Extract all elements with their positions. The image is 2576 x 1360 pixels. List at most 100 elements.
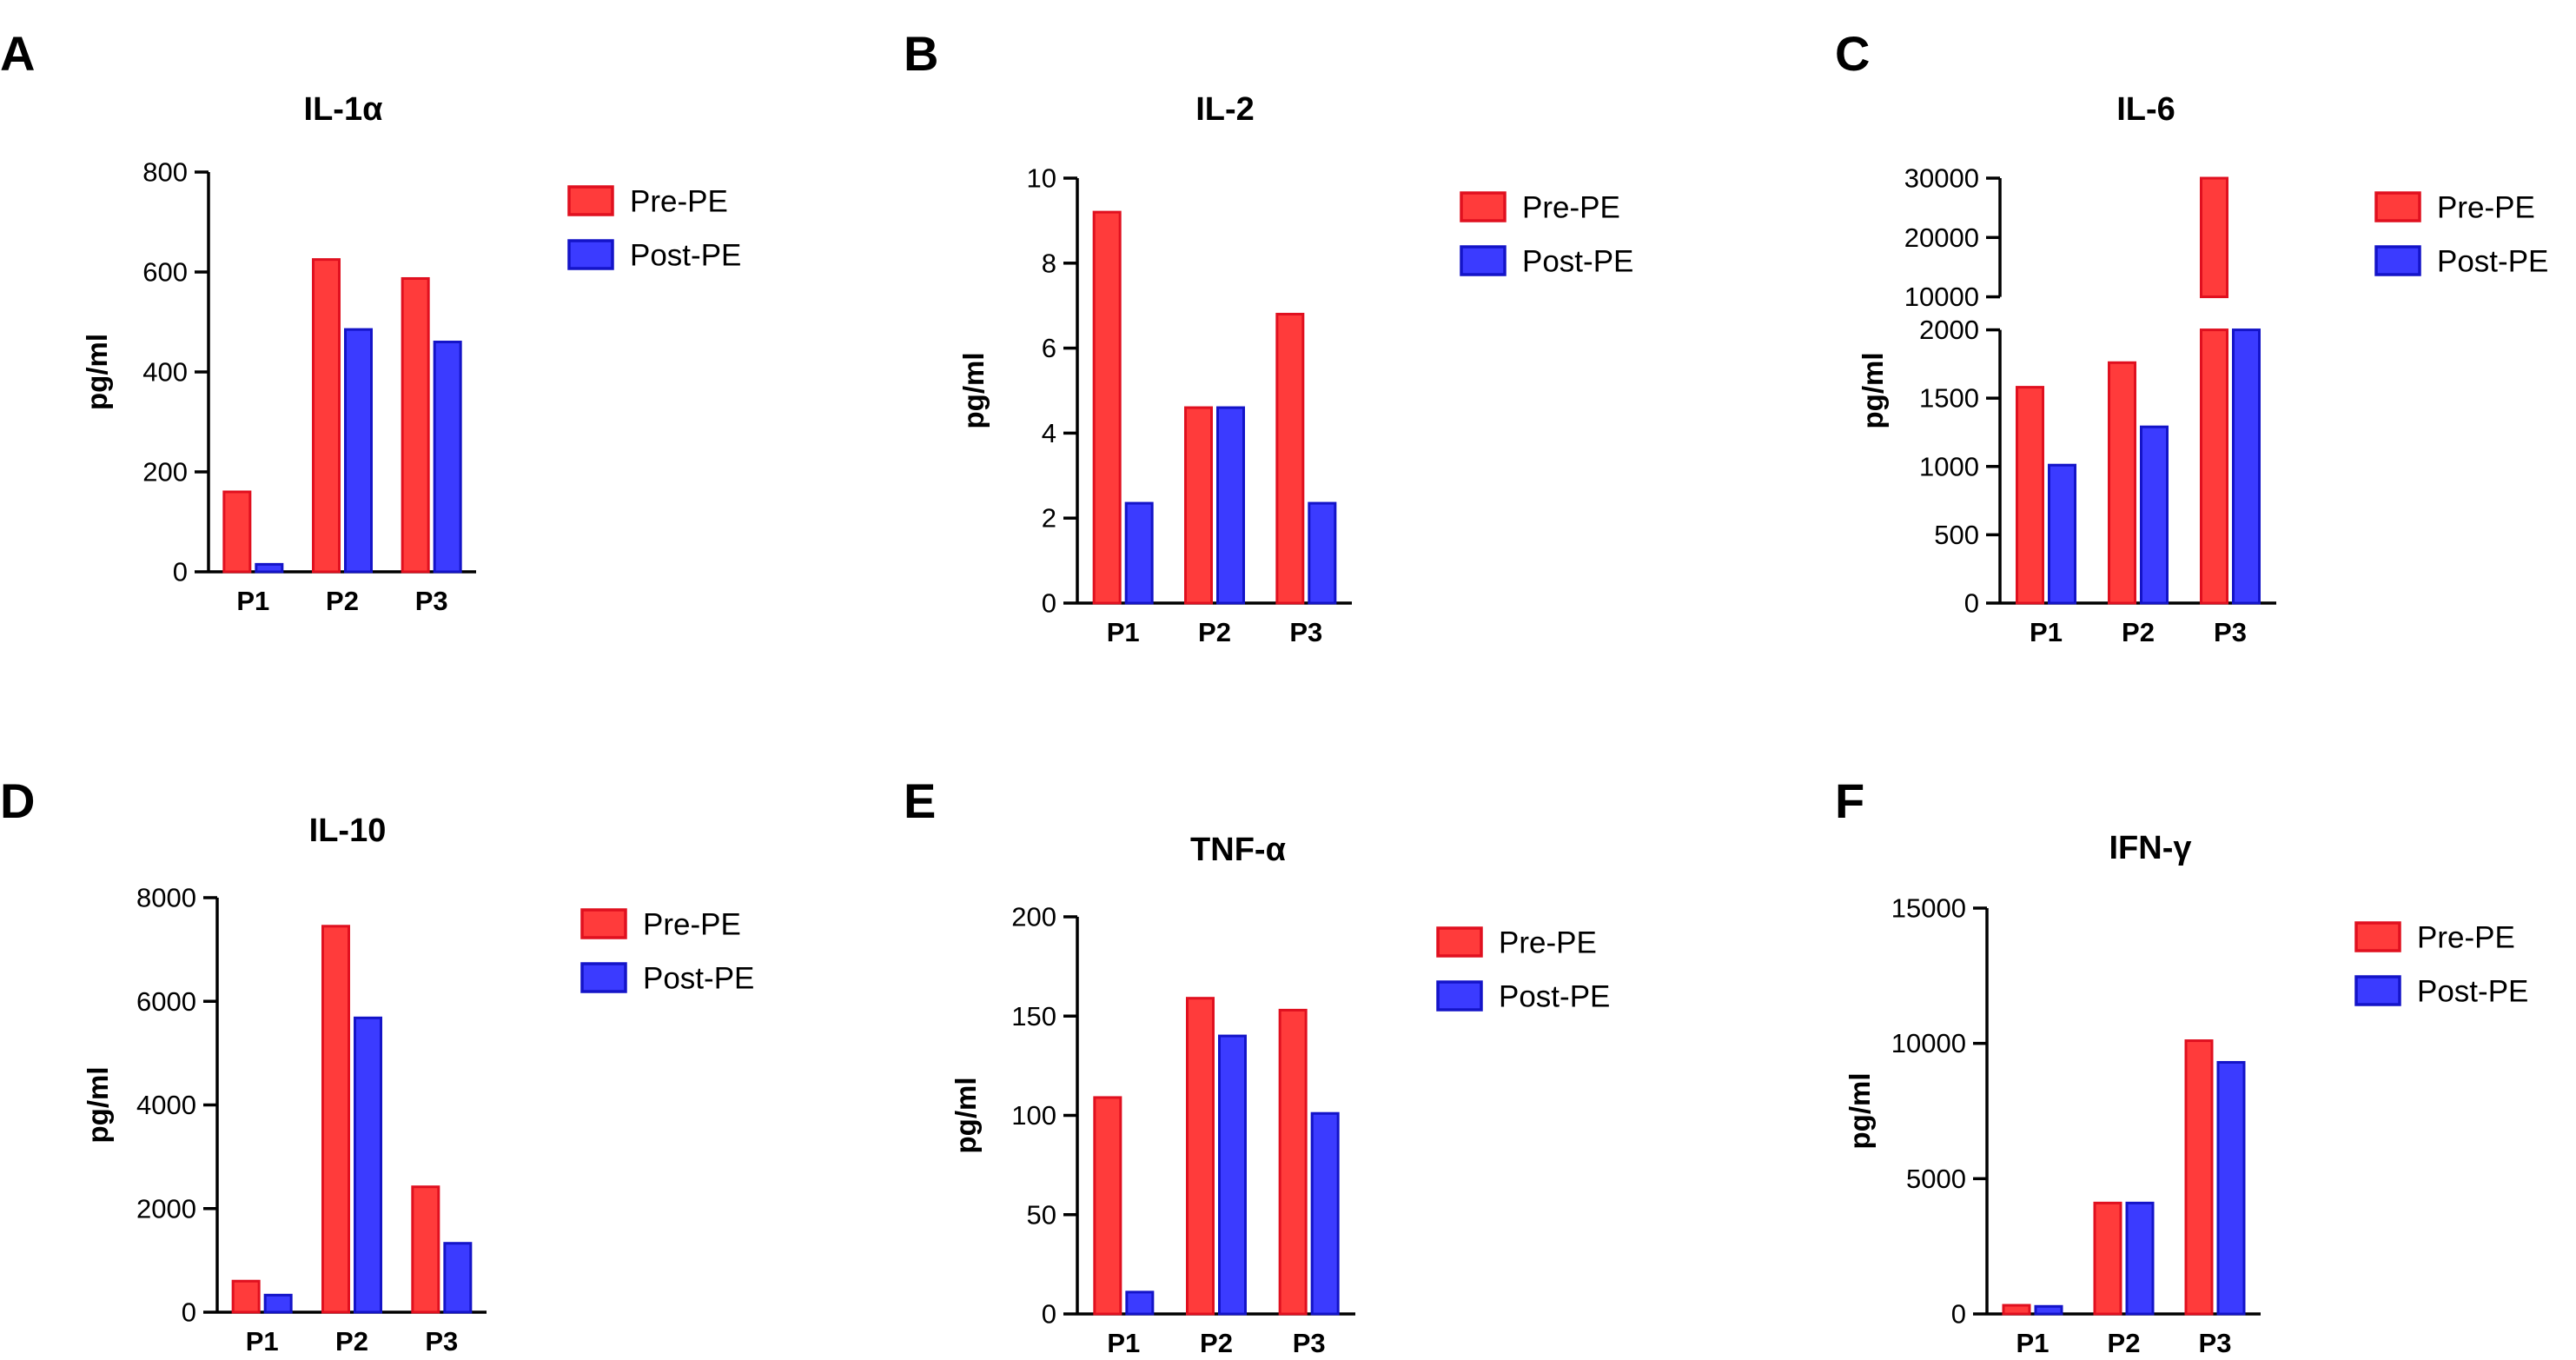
y-tick-label: 150 — [1011, 1001, 1056, 1032]
chart-title: TNF-α — [1190, 832, 1286, 868]
x-tick-label: P2 — [1198, 617, 1231, 647]
panel-letter: E — [904, 773, 936, 828]
legend-label: Post-PE — [2417, 975, 2528, 1009]
y-axis-label: pg/ml — [1857, 353, 1889, 429]
y-tick-label: 2000 — [136, 1193, 196, 1224]
legend-label: Pre-PE — [643, 908, 741, 942]
bar-post-p3 — [1308, 501, 1337, 605]
y-tick-label: 2000 — [1919, 315, 1979, 345]
y-tick-label: 1500 — [1919, 383, 1979, 414]
legend: Pre-PE Post-PE — [567, 185, 741, 273]
x-tick-label: P2 — [1200, 1328, 1233, 1358]
bar-post-p2 — [2125, 1201, 2155, 1316]
x-tick-label: P1 — [2016, 1328, 2050, 1358]
chart-title: IL-1α — [304, 91, 383, 128]
y-tick-label: 0 — [1951, 1299, 1966, 1330]
legend-swatch-post — [567, 239, 614, 270]
x-tick-label: P3 — [2199, 1328, 2232, 1358]
panel-e: E TNF-α 0 50 100 150 200 pg/ml P1 P2 P3 Pre-PE Post-… — [904, 773, 1610, 1358]
bar-post-p2 — [1216, 406, 1245, 605]
legend-label: Pre-PE — [630, 185, 728, 219]
bar-pre-p3 — [411, 1185, 440, 1314]
legend-label: Pre-PE — [2417, 921, 2515, 955]
y-axis-label: pg/ml — [81, 334, 113, 410]
bar-pre-p2 — [2108, 361, 2136, 605]
y-tick-label: 0 — [173, 557, 188, 587]
bar-pre-p3 — [1275, 312, 1305, 605]
bar-pre-p3-upper — [2200, 176, 2228, 299]
y-tick-label: 4 — [1042, 418, 1056, 448]
panel-letter: F — [1835, 773, 1864, 828]
bar-post-p3 — [2232, 328, 2261, 605]
x-tick-label: P1 — [1107, 617, 1140, 647]
bar-post-p2 — [354, 1016, 382, 1314]
legend: Pre-PE Post-PE — [2354, 921, 2528, 1009]
legend-swatch-pre — [1460, 191, 1507, 222]
y-tick-label: 0 — [182, 1297, 196, 1328]
panel-f: F IFN-γ 0 5000 10000 15000 pg/ml P1 P2 P3 Pre-PE Po… — [1835, 773, 2528, 1358]
bar-pre-p2 — [1186, 997, 1215, 1316]
bar-pre-p3-lower — [2200, 328, 2228, 605]
y-tick-label: 10000 — [1891, 1028, 1966, 1058]
legend: Pre-PE Post-PE — [2374, 191, 2548, 279]
x-tick-label: P3 — [1289, 617, 1322, 647]
panel-d: D IL-10 0 2000 4000 6000 8000 pg/ml P1 P2 P3 Pre-PE… — [0, 773, 754, 1357]
y-axis-label: pg/ml — [1844, 1073, 1876, 1150]
bar-pre-p2 — [2093, 1201, 2122, 1316]
y-axis-label: pg/ml — [82, 1067, 114, 1144]
y-tick-label: 1000 — [1919, 451, 1979, 481]
legend-swatch-pre — [1436, 926, 1483, 958]
legend-swatch-post — [1436, 980, 1483, 1012]
y-tick-label: 10 — [1027, 163, 1056, 194]
y-tick-label: 600 — [142, 257, 188, 288]
bar-pre-p1 — [231, 1279, 261, 1314]
chart-title: IFN-γ — [2109, 830, 2192, 866]
bar-pre-p2 — [321, 925, 350, 1314]
bar-pre-p1 — [1093, 1096, 1122, 1316]
y-tick-label: 400 — [142, 357, 188, 388]
x-tick-label: P1 — [1107, 1328, 1140, 1358]
x-tick-label: P2 — [326, 586, 359, 616]
legend-label: Post-PE — [630, 239, 741, 273]
legend: Pre-PE Post-PE — [580, 908, 754, 996]
bar-post-p1 — [1124, 501, 1154, 605]
bar-pre-p1 — [222, 490, 252, 574]
y-tick-label: 500 — [1934, 520, 1979, 550]
y-tick-label: 100 — [1011, 1100, 1056, 1131]
legend-label: Post-PE — [643, 962, 754, 996]
legend-swatch-post — [2354, 975, 2401, 1006]
bar-post-p3 — [1310, 1111, 1340, 1316]
y-tick-label: 2 — [1042, 503, 1056, 534]
bar-post-p2 — [2140, 425, 2169, 605]
legend: Pre-PE Post-PE — [1460, 191, 1633, 279]
y-tick-label: 200 — [142, 457, 188, 488]
chart-title: IL-10 — [309, 813, 387, 849]
chart-title: IL-2 — [1195, 91, 1255, 128]
bar-post-p3 — [443, 1242, 473, 1314]
bar-pre-p1 — [1092, 210, 1122, 605]
legend-swatch-pre — [580, 908, 627, 939]
bar-post-p1 — [1125, 1290, 1155, 1316]
y-tick-label: 6000 — [136, 986, 196, 1017]
legend-label: Pre-PE — [2437, 191, 2535, 225]
x-tick-label: P3 — [2214, 617, 2247, 647]
legend-label: Pre-PE — [1499, 926, 1597, 960]
bar-post-p1 — [255, 562, 284, 574]
y-tick-label: 15000 — [1891, 893, 1966, 924]
y-tick-label: 20000 — [1904, 222, 1979, 253]
y-tick-label: 50 — [1027, 1199, 1056, 1230]
legend-swatch-pre — [567, 185, 614, 216]
bar-post-p1 — [2034, 1304, 2063, 1316]
bar-pre-p3 — [1278, 1008, 1308, 1316]
panel-letter: D — [0, 773, 35, 828]
y-axis-label: pg/ml — [957, 353, 990, 429]
x-tick-label: P2 — [2108, 1328, 2141, 1358]
legend: Pre-PE Post-PE — [1436, 926, 1610, 1014]
bar-post-p2 — [1218, 1034, 1247, 1316]
x-tick-label: P1 — [246, 1326, 279, 1357]
bar-pre-p1 — [2016, 386, 2044, 605]
bar-pre-p2 — [312, 258, 341, 574]
y-tick-label: 10000 — [1904, 282, 1979, 312]
